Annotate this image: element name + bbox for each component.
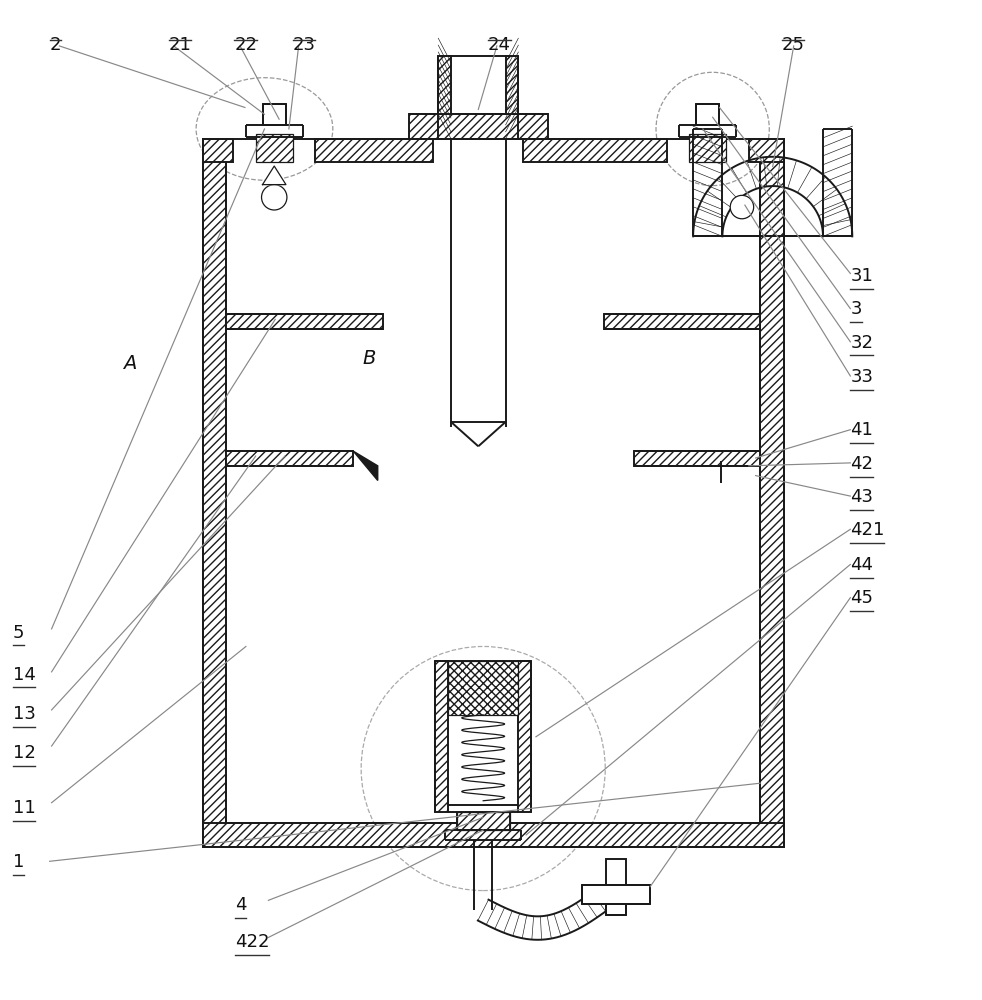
Bar <box>633 451 760 466</box>
Text: 1: 1 <box>13 853 24 871</box>
Bar <box>255 134 293 162</box>
Circle shape <box>261 185 287 210</box>
Bar <box>435 661 448 812</box>
Polygon shape <box>354 451 378 480</box>
Bar <box>203 139 227 847</box>
Bar <box>262 104 286 125</box>
Text: 5: 5 <box>13 624 24 642</box>
Bar <box>315 139 433 162</box>
Text: 23: 23 <box>293 36 316 54</box>
Text: 44: 44 <box>850 556 873 574</box>
Bar <box>506 56 518 114</box>
Text: 42: 42 <box>850 455 873 473</box>
Text: A: A <box>123 354 136 373</box>
Bar <box>448 661 518 715</box>
Bar <box>409 114 548 139</box>
Text: 33: 33 <box>850 368 873 386</box>
Bar <box>438 56 451 114</box>
Bar <box>227 314 383 329</box>
Bar <box>581 885 650 904</box>
Text: 31: 31 <box>850 267 873 285</box>
Text: 421: 421 <box>850 521 885 539</box>
Bar <box>749 139 784 162</box>
Bar <box>203 823 784 847</box>
Text: 13: 13 <box>13 705 35 723</box>
Bar <box>518 661 531 812</box>
Text: 41: 41 <box>850 421 873 439</box>
Text: 14: 14 <box>13 666 35 684</box>
Bar <box>227 451 354 466</box>
Bar <box>689 134 727 162</box>
Bar <box>604 314 760 329</box>
Text: 22: 22 <box>234 36 257 54</box>
Text: 45: 45 <box>850 589 873 607</box>
Text: 32: 32 <box>850 334 873 352</box>
Text: 43: 43 <box>850 488 873 506</box>
Text: 3: 3 <box>850 300 862 318</box>
Text: 25: 25 <box>782 36 805 54</box>
Text: 422: 422 <box>235 933 270 951</box>
Bar <box>606 859 627 915</box>
Bar <box>696 104 720 125</box>
Text: B: B <box>362 349 376 368</box>
Bar <box>523 139 667 162</box>
Circle shape <box>731 195 753 219</box>
Bar <box>457 812 510 830</box>
Polygon shape <box>262 166 286 185</box>
Text: 2: 2 <box>50 36 61 54</box>
Bar <box>760 139 784 847</box>
Text: 12: 12 <box>13 744 35 762</box>
Text: 11: 11 <box>13 799 35 817</box>
Bar <box>203 139 233 162</box>
Text: 4: 4 <box>235 896 246 914</box>
Text: 21: 21 <box>169 36 191 54</box>
Text: 24: 24 <box>488 36 511 54</box>
